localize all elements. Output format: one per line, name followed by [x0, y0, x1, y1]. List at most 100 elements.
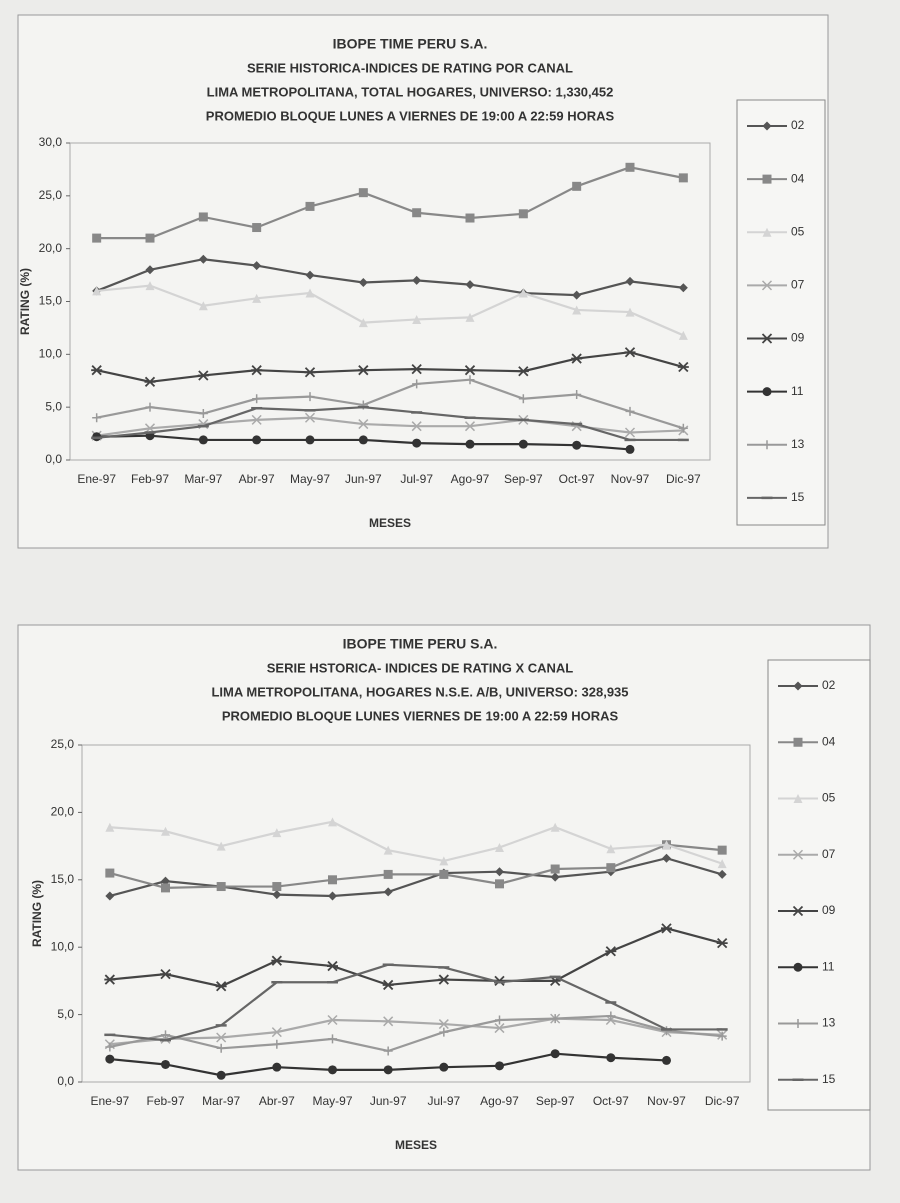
data-point	[678, 173, 688, 183]
data-point	[304, 412, 316, 423]
data-point	[144, 376, 156, 387]
data-point	[328, 891, 337, 901]
series-line	[109, 843, 723, 889]
data-point	[465, 439, 475, 449]
chart-subtitle: LIMA METROPOLITANA, TOTAL HOGARES, UNIVE…	[207, 84, 614, 99]
data-point	[518, 209, 528, 219]
x-tick-label: Oct-97	[593, 1094, 629, 1108]
data-point	[105, 868, 115, 878]
data-point	[216, 841, 226, 851]
x-tick-label: Sep-97	[504, 472, 543, 486]
data-point	[216, 882, 226, 892]
data-point	[678, 423, 688, 433]
legend-marker	[792, 849, 804, 860]
data-point	[494, 1023, 505, 1034]
chart-subtitle: PROMEDIO BLOQUE LUNES VIERNES DE 19:00 A…	[222, 708, 619, 723]
data-point	[550, 864, 560, 874]
data-point	[305, 435, 315, 445]
chart-title: IBOPE TIME PERU S.A.	[343, 636, 498, 652]
data-point	[550, 1049, 560, 1059]
data-point	[272, 828, 282, 838]
legend-marker	[762, 387, 772, 397]
legend-label: 11	[791, 384, 804, 398]
data-point	[161, 1059, 170, 1069]
chart-frame	[17, 624, 871, 1171]
data-point	[662, 840, 671, 850]
data-point	[198, 212, 208, 222]
series-line	[109, 963, 723, 1042]
data-point	[495, 1061, 504, 1071]
data-point	[327, 960, 338, 972]
y-axis-label: RATING (%)	[30, 880, 44, 947]
legend-label: 15	[791, 490, 805, 504]
y-tick-label: 30,0	[39, 135, 63, 149]
legend-label: 02	[822, 678, 836, 692]
data-point	[383, 887, 393, 897]
data-point	[465, 375, 475, 385]
legend-label: 09	[791, 331, 805, 345]
x-tick-label: Oct-97	[559, 472, 595, 486]
y-tick-label: 5,0	[57, 1007, 74, 1021]
legend-marker	[792, 905, 804, 917]
data-point	[572, 440, 582, 450]
legend-label: 13	[791, 437, 805, 451]
data-point	[272, 882, 282, 892]
data-point	[358, 277, 368, 287]
data-point	[624, 347, 636, 358]
y-tick-label: 0,0	[45, 452, 62, 466]
data-point	[550, 1014, 560, 1024]
data-point	[606, 863, 616, 873]
data-point	[197, 370, 209, 381]
y-tick-label: 5,0	[45, 399, 62, 413]
data-point	[412, 379, 422, 389]
y-tick-label: 15,0	[39, 294, 63, 308]
data-point	[252, 261, 262, 271]
data-point	[92, 286, 102, 296]
series-line	[109, 1014, 723, 1053]
data-point	[717, 1031, 727, 1041]
x-axis-label: MESES	[395, 1138, 437, 1152]
data-point	[606, 1053, 616, 1063]
legend-label: 05	[822, 791, 836, 805]
data-point	[161, 826, 170, 836]
data-point	[572, 305, 582, 315]
y-tick-label: 20,0	[39, 241, 63, 255]
data-point	[272, 890, 282, 900]
legend-label: 07	[822, 847, 836, 861]
data-point	[662, 1026, 671, 1036]
data-point	[272, 1062, 282, 1072]
data-point	[160, 969, 171, 980]
x-tick-label: Jul-97	[427, 1094, 460, 1108]
legend-label: 07	[791, 278, 805, 292]
x-axis-label: MESES	[369, 516, 411, 530]
data-point	[271, 1027, 282, 1038]
x-tick-label: Jun-97	[345, 472, 382, 486]
series-line	[96, 166, 684, 240]
data-point	[677, 361, 689, 373]
chart-title: IBOPE TIME PERU S.A.	[333, 36, 488, 52]
data-point	[358, 188, 368, 198]
x-tick-label: Dic-97	[666, 472, 701, 486]
x-tick-label: Nov-97	[647, 1094, 686, 1108]
data-point	[252, 293, 262, 303]
data-point	[550, 822, 560, 832]
data-point	[328, 1034, 337, 1044]
legend-box	[767, 659, 871, 1111]
data-point	[145, 402, 155, 412]
legend-marker	[793, 962, 803, 972]
data-point	[495, 879, 504, 889]
data-point	[518, 288, 528, 298]
data-point	[383, 869, 393, 879]
data-point	[678, 283, 688, 293]
data-point	[305, 270, 315, 280]
legend-label: 05	[791, 224, 805, 238]
data-point	[518, 439, 528, 449]
y-axis-label: RATING (%)	[18, 268, 32, 335]
data-point	[198, 254, 208, 264]
data-point	[662, 1055, 671, 1065]
y-tick-label: 25,0	[51, 737, 75, 751]
plot-area	[81, 744, 751, 1083]
legend-marker	[793, 794, 803, 803]
data-point	[216, 1070, 226, 1080]
series-line	[109, 820, 723, 865]
